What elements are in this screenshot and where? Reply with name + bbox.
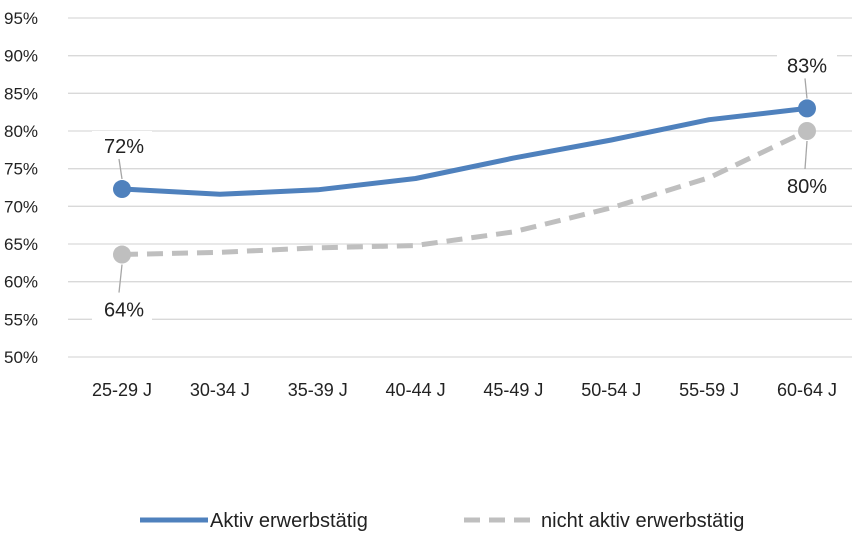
leader-line bbox=[118, 264, 123, 293]
leader-line bbox=[118, 158, 123, 180]
x-tick-label: 50-54 J bbox=[581, 380, 641, 400]
legend-label-nicht-aktiv: nicht aktiv erwerbstätig bbox=[541, 510, 744, 532]
legend: Aktiv erwerbstätig nicht aktiv erwerbstät… bbox=[140, 510, 744, 532]
y-tick-label: 80% bbox=[4, 122, 38, 141]
x-axis-ticks: 25-29 J 30-34 J 35-39 J 40-44 J 45-49 J 50-54… bbox=[92, 380, 837, 400]
x-tick-label: 25-29 J bbox=[92, 380, 152, 400]
y-tick-label: 85% bbox=[4, 84, 38, 103]
leader-line bbox=[804, 140, 808, 170]
data-label-bg bbox=[92, 294, 152, 325]
x-tick-label: 35-39 J bbox=[288, 380, 348, 400]
y-axis-ticks: 50% 55% 60% 65% 70% 75% 80% 85% 90% 95% bbox=[4, 9, 38, 367]
series-line-nicht-aktiv bbox=[121, 128, 809, 257]
y-tick-label: 95% bbox=[4, 9, 38, 28]
data-point bbox=[113, 180, 131, 199]
data-labels: 72% 83% 64% 80% bbox=[92, 50, 837, 325]
data-label-bg bbox=[777, 171, 837, 201]
x-tick-label: 45-49 J bbox=[483, 380, 543, 400]
y-tick-label: 60% bbox=[4, 273, 38, 292]
y-tick-label: 50% bbox=[4, 348, 38, 367]
leader-line bbox=[804, 78, 808, 99]
x-tick-label: 40-44 J bbox=[386, 380, 446, 400]
x-tick-label: 55-59 J bbox=[679, 380, 739, 400]
data-point bbox=[113, 245, 131, 264]
gridlines bbox=[68, 17, 852, 358]
series-group bbox=[113, 99, 816, 264]
data-label: 83% bbox=[787, 55, 827, 77]
x-tick-label: 30-34 J bbox=[190, 380, 250, 400]
data-label-bg bbox=[777, 50, 837, 81]
series-line-aktiv bbox=[119, 105, 810, 197]
y-tick-label: 65% bbox=[4, 235, 38, 254]
data-point bbox=[798, 99, 816, 118]
legend-label-aktiv: Aktiv erwerbstätig bbox=[210, 510, 368, 532]
data-label: 64% bbox=[104, 300, 144, 322]
data-label-bg bbox=[92, 131, 152, 162]
y-tick-label: 70% bbox=[4, 197, 38, 216]
y-tick-label: 75% bbox=[4, 160, 38, 179]
y-tick-label: 55% bbox=[4, 310, 38, 329]
data-point bbox=[798, 122, 816, 140]
y-tick-label: 90% bbox=[4, 47, 38, 66]
data-label: 80% bbox=[787, 176, 827, 198]
data-label: 72% bbox=[104, 136, 144, 158]
x-tick-label: 60-64 J bbox=[777, 380, 837, 400]
